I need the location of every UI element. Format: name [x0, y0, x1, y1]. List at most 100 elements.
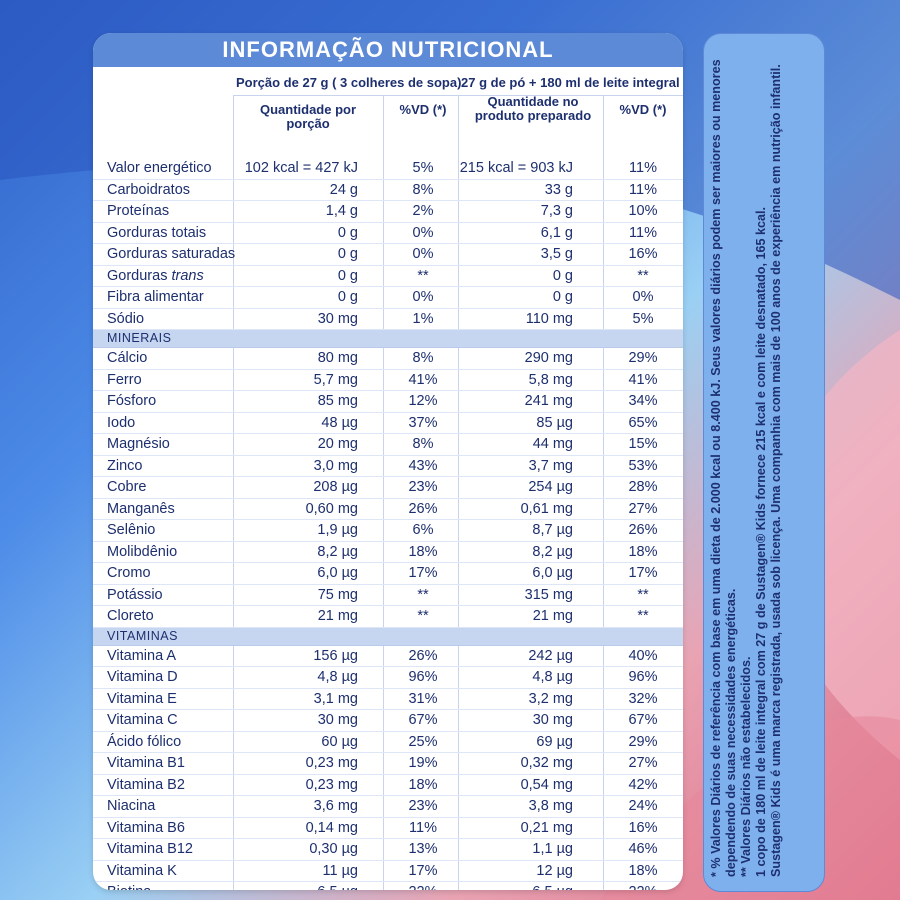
portion-vd: 11% — [409, 819, 437, 836]
prepared-amount: 0,32 mg — [520, 755, 573, 771]
portion-amount: 21 mg — [317, 608, 358, 624]
nutrient-label: Fósforo — [107, 393, 157, 409]
column-group-header: Porção de 27 g ( 3 colheres de sopa) 27 … — [93, 69, 683, 95]
prepared-vd: 41% — [628, 371, 658, 388]
table-row: Fósforo 85 mg 12% 241 mg 34% — [93, 391, 683, 413]
prepared-amount: 8,2 µg — [532, 543, 573, 560]
prepared-vd: 27% — [628, 755, 658, 771]
nutrient-label: Fibra alimentar — [107, 289, 204, 305]
prepared-vd: 42% — [628, 776, 658, 793]
portion-amount: 30 mg — [317, 310, 358, 327]
prepared-vd: 65% — [628, 414, 658, 431]
prepared-vd: 15% — [628, 436, 658, 452]
portion-vd: 31% — [408, 690, 438, 707]
prepared-vd: 18% — [628, 543, 658, 560]
portion-vd: 67% — [408, 712, 438, 728]
nutrition-table-panel: INFORMAÇÃO NUTRICIONAL Porção de 27 g ( … — [93, 33, 683, 890]
prepared-amount: 30 mg — [532, 712, 573, 728]
portion-vd: 96% — [408, 669, 438, 685]
nutrient-label: Vitamina B1 — [107, 755, 185, 771]
portion-vd: 8% — [412, 181, 434, 198]
portion-amount: 11 µg — [322, 862, 359, 879]
prepared-amount: 0 g — [552, 267, 573, 284]
portion-amount: 0,14 mg — [305, 819, 358, 836]
portion-amount: 6,5 µg — [317, 884, 358, 890]
header-qty-portion: Quantidade por porção — [259, 102, 357, 131]
column-divider — [458, 95, 459, 890]
nutrient-label: Cobre — [107, 479, 147, 495]
prepared-vd: 17% — [628, 565, 658, 581]
portion-vd: 18% — [408, 776, 438, 793]
table-row: Vitamina B6 0,14 mg 11% 0,21 mg 16% — [93, 818, 683, 839]
table-row: Manganês 0,60 mg 26% 0,61 mg 27% — [93, 499, 683, 520]
prepared-amount: 0,21 mg — [520, 819, 573, 836]
portion-amount: 20 mg — [317, 436, 358, 452]
prepared-amount: 242 µg — [528, 647, 573, 664]
prepared-amount: 12 µg — [536, 862, 573, 879]
prepared-vd: 29% — [628, 350, 658, 366]
portion-amount: 0,23 mg — [305, 776, 358, 793]
nutrient-label: Selênio — [107, 522, 156, 538]
nutrient-label: Cromo — [107, 565, 151, 581]
portion-vd: ** — [417, 586, 429, 603]
section-minerals-label: MINERAIS — [107, 331, 172, 345]
portion-amount: 0,60 mg — [305, 500, 358, 517]
nutrient-label: Vitamina A — [107, 647, 177, 664]
portion-amount: 0 g — [337, 224, 358, 241]
portion-vd: 8% — [412, 436, 434, 452]
prepared-amount: 6,1 g — [540, 224, 573, 241]
prepared-amount: 241 mg — [524, 393, 573, 409]
table-row: Sódio 30 mg 1% 110 mg 5% — [93, 309, 683, 330]
header-qty-prepared-line2: produto preparado — [474, 108, 592, 123]
portion-vd: 37% — [408, 414, 438, 431]
prepared-amount: 69 µg — [536, 733, 573, 750]
portion-vd: 13% — [408, 841, 438, 857]
portion-vd: 22% — [383, 884, 463, 890]
portion-amount: 6,0 µg — [317, 565, 358, 581]
portion-amount: 3,1 mg — [313, 690, 358, 707]
prepared-vd: 22% — [603, 884, 683, 890]
portion-vd: 23% — [408, 479, 438, 495]
portion-vd: 26% — [408, 647, 438, 664]
prepared-vd: 10% — [628, 203, 658, 219]
nutrient-label: Cloreto — [107, 608, 154, 624]
prepared-amount: 0 g — [552, 289, 573, 305]
nutrient-label: Vitamina C — [107, 712, 178, 728]
section-minerals: MINERAIS — [93, 330, 683, 348]
header-qty-prepared-line1: Quantidade no — [487, 94, 579, 109]
table-row: Ácido fólico 60 µg 25% 69 µg 29% — [93, 732, 683, 753]
portion-vd: 17% — [408, 565, 438, 581]
prepared-amount: 3,7 mg — [528, 457, 573, 474]
nutrient-label: Biotina — [107, 884, 151, 890]
nutrient-label: Ferro — [107, 371, 142, 388]
column-subheader: Quantidade por porção %VD (*) Quantidade… — [93, 95, 683, 155]
prepared-amount: 85 µg — [536, 414, 573, 431]
header-vd-2: %VD (*) — [619, 102, 667, 117]
prepared-vd: 5% — [632, 310, 654, 327]
table-row: Vitamina D 4,8 µg 96% 4,8 µg 96% — [93, 667, 683, 689]
table-row: Vitamina B12 0,30 µg 13% 1,1 µg 46% — [93, 839, 683, 861]
header-prepared: 27 g de pó + 180 ml de leite integral — [461, 75, 680, 90]
prepared-vd: 67% — [628, 712, 658, 728]
prepared-vd: 40% — [628, 647, 658, 664]
prepared-vd: 0% — [632, 289, 654, 305]
portion-vd: 43% — [408, 457, 438, 474]
prepared-vd: 29% — [628, 733, 658, 750]
table-row: Gorduras saturadas 0 g 0% 3,5 g 16% — [93, 244, 683, 266]
prepared-vd: 34% — [628, 393, 658, 409]
nutrient-label: Gorduras trans — [107, 267, 204, 284]
nutrient-label: Magnésio — [107, 436, 170, 452]
portion-amount: 80 mg — [317, 350, 358, 366]
prepared-vd: 27% — [628, 500, 658, 517]
portion-amount: 4,8 µg — [317, 669, 358, 685]
portion-amount: 48 µg — [321, 414, 358, 431]
portion-vd: 1% — [412, 310, 434, 327]
prepared-amount: 0,61 mg — [520, 500, 573, 517]
nutrient-label: Sódio — [107, 310, 145, 327]
prepared-vd: 28% — [628, 479, 658, 495]
table-row: Cobre 208 µg 23% 254 µg 28% — [93, 477, 683, 499]
table-row: Iodo 48 µg 37% 85 µg 65% — [93, 413, 683, 434]
portion-vd: 17% — [408, 862, 438, 879]
table-row: Zinco 3,0 mg 43% 3,7 mg 53% — [93, 456, 683, 477]
nutrient-label: Molibdênio — [107, 543, 178, 560]
